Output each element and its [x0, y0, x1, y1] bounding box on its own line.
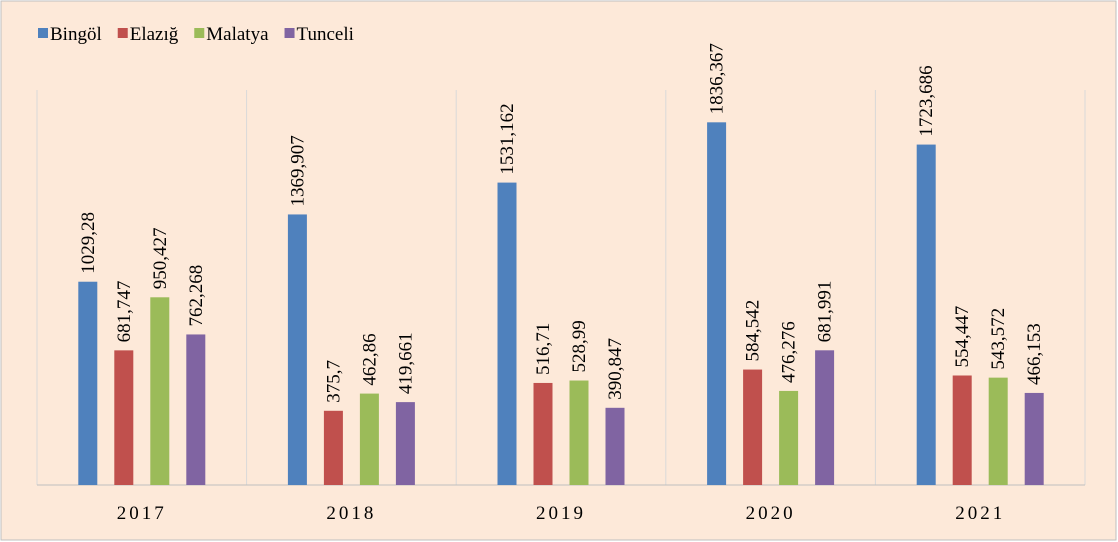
bar — [569, 380, 589, 485]
bar — [359, 393, 379, 485]
bar — [395, 402, 415, 485]
legend-swatch — [117, 28, 128, 38]
data-label: 375,7 — [323, 360, 344, 403]
data-label: 1836,367 — [707, 43, 728, 114]
bar — [287, 214, 307, 486]
bar — [533, 382, 553, 485]
legend-swatch — [284, 28, 295, 38]
data-label: 543,572 — [988, 308, 1009, 370]
data-label: 584,542 — [743, 300, 764, 362]
bar — [78, 281, 98, 485]
data-label: 950,427 — [150, 228, 171, 290]
bar — [497, 182, 517, 485]
data-label: 462,86 — [359, 333, 380, 385]
x-tick-label: 2017 — [117, 503, 167, 524]
bar — [707, 122, 727, 486]
data-label: 528,99 — [569, 320, 590, 372]
x-tick-label: 2020 — [746, 503, 796, 524]
bar — [323, 410, 343, 485]
legend-swatch — [194, 28, 205, 38]
bar — [743, 369, 763, 485]
legend-label: Malatya — [206, 24, 269, 45]
legend-label: Bingöl — [50, 24, 102, 45]
bar — [114, 350, 134, 485]
data-label: 419,661 — [395, 332, 416, 394]
data-label: 1531,162 — [497, 103, 518, 174]
data-label: 1369,907 — [287, 135, 308, 206]
legend-label: Tunceli — [297, 24, 354, 45]
bar — [916, 144, 936, 485]
data-label: 1029,28 — [78, 212, 99, 274]
x-tick-label: 2021 — [955, 503, 1005, 524]
data-label: 681,747 — [114, 281, 135, 343]
bar — [952, 375, 972, 485]
bar — [815, 350, 835, 485]
data-label: 466,153 — [1024, 323, 1045, 385]
data-label: 681,991 — [815, 281, 836, 343]
bar — [186, 334, 206, 485]
data-label: 554,447 — [952, 306, 973, 368]
x-tick-label: 2018 — [326, 503, 376, 524]
x-tick-label: 2019 — [536, 503, 586, 524]
bar — [779, 390, 799, 485]
bar — [1024, 392, 1044, 485]
data-label: 390,847 — [605, 338, 626, 400]
data-label: 1723,686 — [916, 65, 937, 136]
data-label: 476,276 — [779, 321, 800, 383]
data-label: 762,268 — [186, 265, 207, 327]
bar — [150, 297, 170, 485]
legend-swatch — [38, 28, 48, 38]
data-label: 516,71 — [533, 323, 554, 375]
bar — [988, 377, 1008, 485]
bar — [605, 407, 625, 485]
legend-label: Elazığ — [130, 24, 179, 45]
